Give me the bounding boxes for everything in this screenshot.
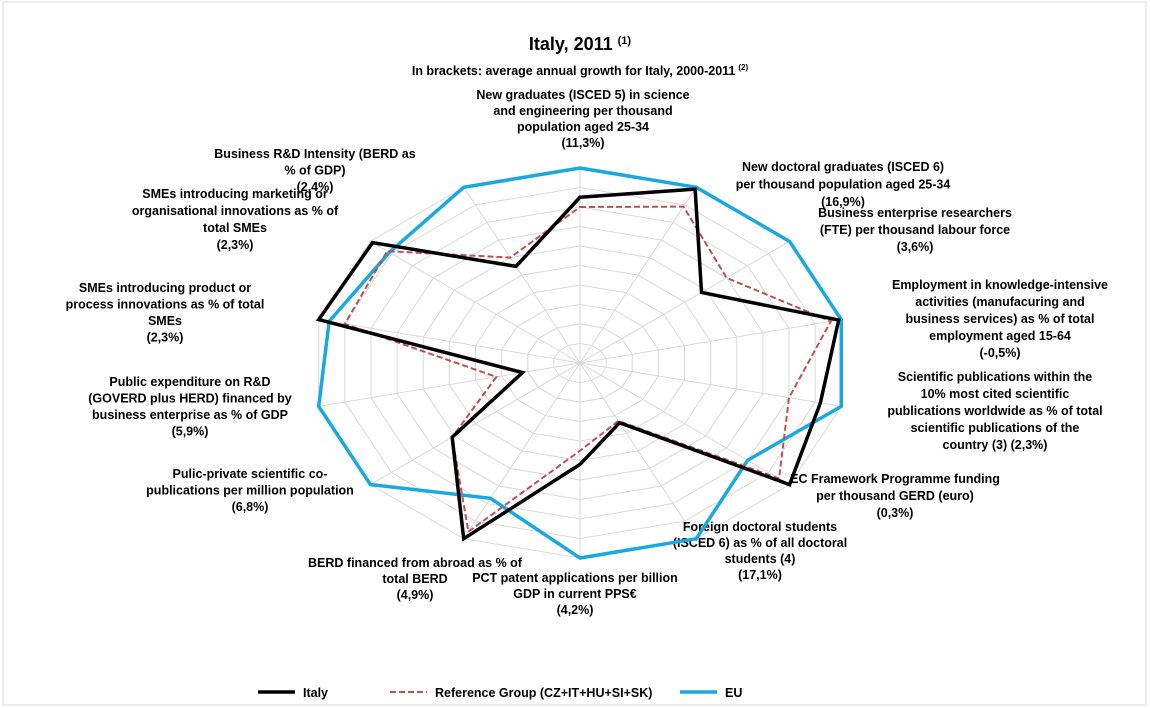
spoke bbox=[579, 187, 697, 364]
axis-label-line: total SMEs bbox=[203, 221, 267, 235]
legend-label: EU bbox=[725, 686, 742, 700]
spoke bbox=[579, 319, 842, 364]
axis-label-line: Pulic-private scientific co- bbox=[173, 467, 328, 481]
axis-label-line: EC Framework Programme funding bbox=[790, 472, 1000, 486]
axis-label-line: population aged 25-34 bbox=[517, 120, 649, 134]
axis-label-line: SMEs bbox=[148, 314, 182, 328]
chart-title: Italy, 2011 bbox=[529, 34, 613, 54]
axis-label-line: (0,3%) bbox=[877, 506, 914, 520]
axis-label-line: (5,9%) bbox=[172, 425, 209, 439]
axis-label-line: Foreign doctoral students bbox=[683, 520, 837, 534]
axis-label-line: (2,4%) bbox=[297, 180, 334, 194]
axis-label: Foreign doctoral students (ISCED 6) as % … bbox=[673, 520, 847, 582]
axis-label-line: 10% most cited scientific bbox=[921, 387, 1070, 401]
axis-label: PCT patent applications per billion GDP i… bbox=[472, 571, 678, 617]
axis-label-line: (17,1%) bbox=[738, 568, 782, 582]
axis-label: Business R&D Intensity (BERD as % of GDP)… bbox=[214, 147, 415, 194]
axis-label: Pulic-private scientific co-publications… bbox=[146, 467, 354, 514]
axis-label: Scientific publications within the 10% mo… bbox=[887, 370, 1102, 452]
axis-label-line: business enterprise as % of GDP bbox=[92, 408, 288, 422]
axis-label-line: per thousand GERD (euro) bbox=[816, 489, 974, 503]
axis-label-line: total BERD bbox=[382, 572, 447, 586]
axis-label-line: Employment in knowledge-intensive bbox=[892, 278, 1108, 292]
axis-label-line: Public expenditure on R&D bbox=[109, 375, 270, 389]
axis-label-line: (4,9%) bbox=[397, 588, 434, 602]
axis-label-line: per thousand population aged 25-34 bbox=[736, 178, 951, 192]
axis-label-line: New doctoral graduates (ISCED 6) bbox=[742, 160, 944, 174]
spoke bbox=[463, 187, 581, 364]
axis-label-line: activities (manufacuring and bbox=[915, 295, 1084, 309]
axis-label-line: (2,3%) bbox=[217, 238, 254, 252]
axis-label: Employment in knowledge-intensive activit… bbox=[892, 278, 1108, 360]
axis-label-line: (FTE) per thousand labour force bbox=[820, 223, 1010, 237]
axis-label: New doctoral graduates (ISCED 6) per thou… bbox=[736, 160, 951, 209]
axis-label-line: BERD financed from abroad as % of bbox=[308, 556, 523, 570]
axis-label-line: (2,3%) bbox=[147, 331, 184, 345]
axis-label-line: business services) as % of total bbox=[906, 312, 1095, 326]
series-line bbox=[343, 205, 833, 534]
axis-label: Public expenditure on R&D (GOVERD plus HE… bbox=[88, 375, 292, 439]
axis-label-line: Business R&D Intensity (BERD as bbox=[214, 147, 415, 161]
axis-label-line: publications per million population bbox=[146, 484, 354, 498]
axis-label: SMEs introducing marketing or organisatio… bbox=[132, 187, 339, 252]
axis-label-line: (-0,5%) bbox=[980, 346, 1021, 360]
subtitle-note: (2) bbox=[738, 63, 748, 72]
axis-label-line: SMEs introducing marketing or bbox=[142, 187, 328, 201]
spoke bbox=[370, 240, 581, 364]
axis-label-line: employment aged 15-64 bbox=[929, 329, 1071, 343]
axis-label-line: students (4) bbox=[725, 552, 796, 566]
axis-label-line: New graduates (ISCED 5) in science bbox=[476, 88, 689, 102]
spoke bbox=[579, 362, 842, 407]
spoke bbox=[579, 362, 697, 539]
axis-label-line: PCT patent applications per billion bbox=[472, 571, 678, 585]
axis-label-line: (GOVERD plus HERD) financed by bbox=[88, 392, 292, 406]
series-line bbox=[316, 166, 844, 560]
axis-label-line: (16,9%) bbox=[821, 195, 865, 209]
chart-subtitle: In brackets: average annual growth for I… bbox=[412, 64, 736, 78]
spoke bbox=[370, 362, 581, 486]
axis-label: SMEs introducing product or process innov… bbox=[66, 281, 265, 345]
axis-label-line: process innovations as % of total bbox=[66, 298, 265, 312]
axis-label-line: % of GDP) bbox=[284, 164, 345, 178]
legend-label: Reference Group (CZ+IT+HU+SI+SK) bbox=[435, 686, 652, 700]
spoke bbox=[318, 362, 581, 407]
chart-subtitle-group: In brackets: average annual growth for I… bbox=[412, 63, 749, 78]
axis-label-line: SMEs introducing product or bbox=[79, 281, 251, 295]
axis-label-line: (6,8%) bbox=[232, 500, 269, 514]
spoke bbox=[318, 319, 581, 364]
axis-label-line: GDP in current PPS€ bbox=[513, 587, 636, 601]
axis-label-line: organisational innovations as % of bbox=[132, 204, 339, 218]
axis-label: New graduates (ISCED 5) in science and en… bbox=[476, 88, 689, 150]
chart-title-group: Italy, 2011 (1) bbox=[529, 34, 632, 54]
axis-label-line: (11,3%) bbox=[561, 136, 604, 150]
title-note: (1) bbox=[618, 35, 632, 47]
spoke bbox=[579, 240, 790, 364]
legend-label: Italy bbox=[303, 686, 328, 700]
spoke bbox=[463, 362, 581, 539]
axis-label: Business enterprise researchers (FTE) per… bbox=[818, 206, 1012, 254]
axis-label-line: publications worldwide as % of total bbox=[887, 404, 1102, 418]
axis-label: BERD financed from abroad as % of total B… bbox=[308, 556, 523, 602]
axis-label-line: country (3) (2,3%) bbox=[943, 438, 1048, 452]
axis-label-line: (4,2%) bbox=[557, 603, 594, 617]
spoke bbox=[579, 362, 790, 486]
axis-label-line: Scientific publications within the bbox=[898, 370, 1093, 384]
axis-label: EC Framework Programme funding per thousa… bbox=[790, 472, 1000, 520]
series-line bbox=[315, 187, 841, 542]
axis-label-line: (3,6%) bbox=[897, 240, 934, 254]
axis-label-line: scientific publications of the bbox=[911, 421, 1080, 435]
axis-label-line: Business enterprise researchers bbox=[818, 206, 1012, 220]
axis-label-line: (ISCED 6) as % of all doctoral bbox=[673, 536, 847, 550]
axis-label-line: and engineering per thousand bbox=[493, 104, 672, 118]
